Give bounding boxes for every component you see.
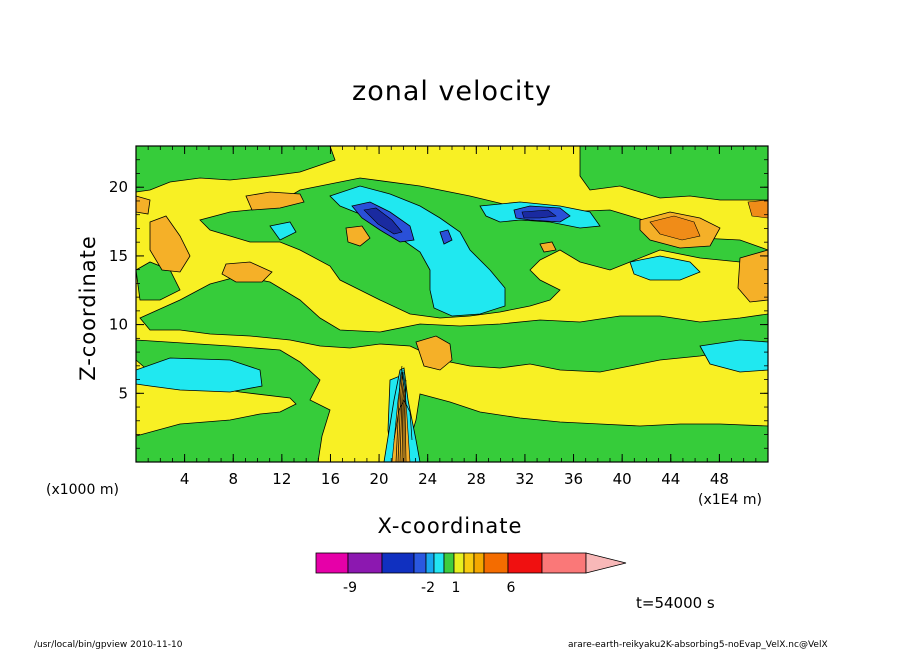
colorbar-swatch: [433, 552, 445, 574]
x-tick-label: 32: [515, 470, 534, 488]
footer-left: /usr/local/bin/gpview 2010-11-10: [34, 640, 183, 650]
x-tick-label: 36: [564, 470, 583, 488]
x-tick-label: 16: [321, 470, 340, 488]
colorbar-swatch: [453, 552, 465, 574]
colorbar-swatch: [347, 552, 383, 574]
colorbar-arrow: [585, 552, 627, 574]
colorbar-swatch: [507, 552, 543, 574]
colorbar-swatch: [425, 552, 435, 574]
dark-orange-regions: [649, 199, 768, 241]
colorbar-swatch: [315, 552, 349, 574]
colorbar-label: -2: [421, 580, 435, 596]
x-tick-label: 4: [180, 470, 190, 488]
x-scale-note: (x1E4 m): [698, 492, 762, 508]
colorbar-swatch: [463, 552, 475, 574]
x-tick-label: 44: [661, 470, 680, 488]
chart-title: zonal velocity: [352, 76, 552, 107]
colorbar: -9 -2 1 6: [315, 552, 627, 596]
x-tick-label: 24: [418, 470, 437, 488]
convective-spike: [383, 365, 421, 462]
x-tick-label: 40: [613, 470, 632, 488]
colorbar-swatch: [483, 552, 509, 574]
navy-regions: [363, 207, 557, 235]
colorbar-swatch: [541, 552, 587, 574]
colorbar-swatch: [473, 552, 485, 574]
x-axis-label: X-coordinate: [377, 514, 523, 538]
y-axis-label: Z-coordinate: [76, 235, 100, 381]
orange-regions: [136, 191, 768, 371]
x-tick-label: 8: [228, 470, 238, 488]
time-label: t=54000 s: [636, 594, 715, 612]
x-tick-label: 28: [467, 470, 486, 488]
y-tick-label: 5: [118, 384, 128, 402]
y-tick-label: 20: [109, 178, 128, 196]
colorbar-label: 1: [452, 580, 461, 596]
colorbar-swatch: [381, 552, 415, 574]
colorbar-label: 6: [507, 580, 516, 596]
x-unit-note: (x1000 m): [46, 482, 119, 498]
contour-field: [136, 146, 768, 462]
y-tick-label: 15: [109, 247, 128, 265]
colorbar-swatch: [413, 552, 427, 574]
x-tick-label: 48: [710, 470, 729, 488]
y-tick-label: 10: [109, 316, 128, 334]
colorbar-label: -9: [343, 580, 357, 596]
x-tick-label: 12: [272, 470, 291, 488]
colorbar-swatch: [443, 552, 455, 574]
x-tick-label: 20: [370, 470, 389, 488]
footer-right: arare-earth-reikyaku2K-absorbing5-noEvap…: [568, 640, 828, 650]
